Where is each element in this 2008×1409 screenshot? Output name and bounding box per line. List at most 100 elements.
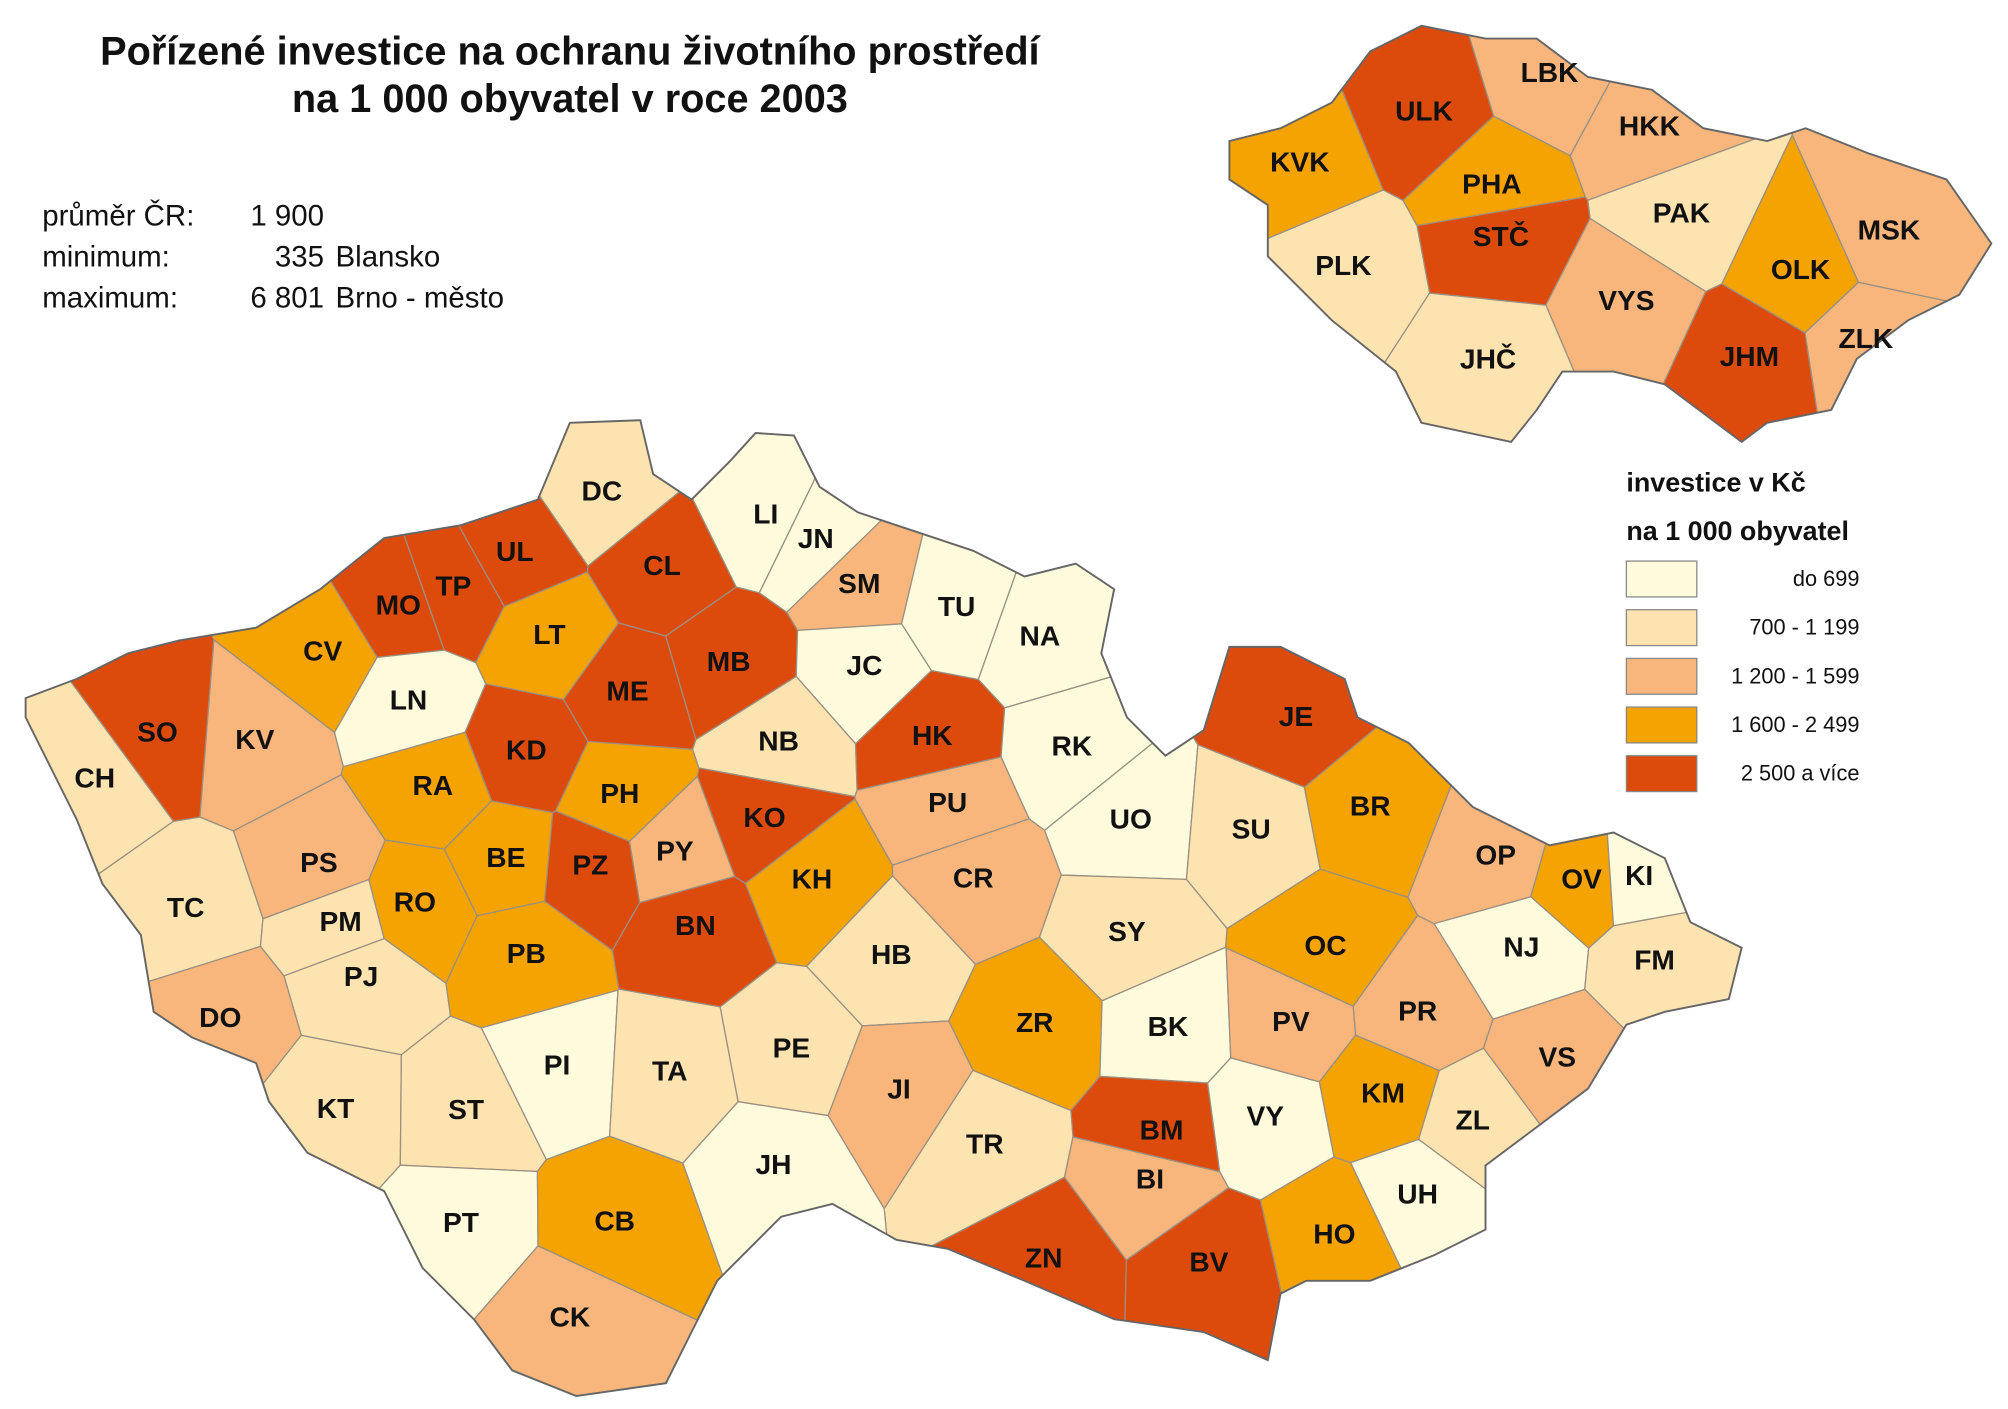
legend-swatch	[1625, 657, 1698, 695]
district-label: KI	[1625, 859, 1653, 891]
legend-title: na 1 000 obyvatel	[1626, 516, 1849, 546]
district-label: ULK	[1395, 94, 1454, 126]
legend-swatch	[1625, 609, 1698, 647]
district-label: NJ	[1503, 931, 1539, 963]
district-label: LT	[533, 618, 565, 650]
district-label: HO	[1313, 1217, 1355, 1249]
district-label: JE	[1279, 700, 1313, 732]
stat-number: 335	[275, 241, 324, 274]
district-area	[25, 1034, 403, 1397]
district-label: TR	[966, 1128, 1004, 1160]
district-label: BI	[1136, 1162, 1164, 1194]
district-label: BN	[675, 909, 716, 941]
district-label: PV	[1272, 1005, 1310, 1037]
stat-number: 1 900	[250, 200, 324, 233]
district-label: PR	[1398, 995, 1437, 1027]
district-label: HK	[912, 719, 953, 751]
district-label: VS	[1538, 1041, 1576, 1073]
district-label: BM	[1140, 1114, 1184, 1146]
district-label: KM	[1361, 1077, 1405, 1109]
district-label: DO	[199, 1001, 241, 1033]
district-label: TP	[435, 569, 471, 601]
district-label: MO	[376, 589, 421, 621]
legend-label: 2 500 a více	[1741, 761, 1860, 786]
stat-label: průměr ČR:	[42, 199, 194, 233]
district-label: MB	[707, 645, 751, 677]
district-label: PJ	[344, 960, 378, 992]
district-label: OP	[1475, 838, 1516, 870]
district-label: MSK	[1858, 213, 1921, 245]
district-label: PAK	[1653, 197, 1711, 229]
district-label: JHČ	[1460, 343, 1516, 375]
district-label: CR	[953, 861, 994, 893]
district-label: ME	[606, 674, 648, 706]
district-area	[1804, 281, 1992, 442]
legend-swatch	[1625, 706, 1698, 744]
district-label: PU	[928, 786, 967, 818]
district-label: PB	[507, 937, 546, 969]
title-line: Pořízené investice na ochranu životního …	[100, 29, 1041, 73]
stat-number: 6 801	[250, 282, 324, 315]
stat-label: maximum:	[42, 282, 178, 315]
district-label: VYS	[1598, 284, 1654, 316]
district-label: CV	[303, 635, 342, 667]
district-layer	[25, 420, 1742, 1397]
district-label: KV	[235, 723, 274, 755]
stat-label: minimum:	[42, 241, 170, 274]
district-label: STČ	[1473, 220, 1529, 252]
district-label: KD	[506, 733, 547, 765]
district-label: ZN	[1025, 1242, 1063, 1274]
legend-label: 1 200 - 1 599	[1731, 663, 1859, 688]
district-label: KO	[743, 801, 785, 833]
district-label: JHM	[1720, 340, 1779, 372]
district-label: UH	[1397, 1178, 1438, 1210]
district-label: ZLK	[1838, 322, 1893, 354]
district-label: KVK	[1270, 146, 1330, 178]
district-label: CL	[643, 549, 681, 581]
district-label: JI	[887, 1073, 910, 1105]
legend-label: 700 - 1 199	[1749, 615, 1859, 640]
district-label: HB	[871, 938, 912, 970]
stats: průměr ČR: 1 900 minimum: 335 Blansko maximum…	[42, 199, 504, 315]
district-label: PT	[443, 1206, 479, 1238]
district-label: CK	[550, 1301, 591, 1333]
district-area	[1530, 666, 1615, 950]
district-label: PZ	[572, 849, 608, 881]
district-label: JN	[798, 522, 834, 554]
district-label: CB	[594, 1205, 635, 1237]
district-label: NA	[1020, 619, 1061, 651]
district-label: LBK	[1521, 56, 1580, 88]
district-area	[1173, 420, 1647, 788]
district-label: FM	[1634, 943, 1675, 975]
district-area	[1482, 988, 1742, 1395]
district-label: SU	[1232, 813, 1271, 845]
district-area	[977, 420, 1253, 709]
district-label: BR	[1350, 790, 1391, 822]
district-label: LN	[390, 683, 428, 715]
district-label: PHA	[1462, 167, 1521, 199]
district-label: CH	[74, 761, 115, 793]
district-area	[25, 945, 302, 1395]
district-label: JC	[846, 649, 882, 681]
stat-place: Blansko	[336, 241, 441, 274]
district-label: PH	[600, 777, 639, 809]
district-label: TA	[652, 1055, 687, 1087]
district-label: RO	[394, 886, 436, 918]
district-label: PE	[773, 1032, 811, 1064]
legend: investice v Kč na 1 000 obyvatel do 699 700…	[1625, 467, 1860, 793]
district-label: UL	[496, 535, 534, 567]
district-label: ZR	[1016, 1006, 1054, 1038]
district-label: UO	[1110, 802, 1152, 834]
district-label: PS	[300, 846, 338, 878]
legend-swatch	[1625, 560, 1698, 598]
legend-label: 1 600 - 2 499	[1731, 712, 1859, 737]
district-label: SO	[137, 715, 178, 747]
district-label: JH	[755, 1148, 791, 1180]
country-outline	[24, 419, 1743, 1398]
district-label: ZL	[1456, 1103, 1490, 1135]
district-label: VY	[1246, 1100, 1284, 1132]
district-label: PI	[544, 1048, 571, 1080]
district-label: PLK	[1315, 249, 1372, 281]
district-label: BK	[1148, 1010, 1189, 1042]
